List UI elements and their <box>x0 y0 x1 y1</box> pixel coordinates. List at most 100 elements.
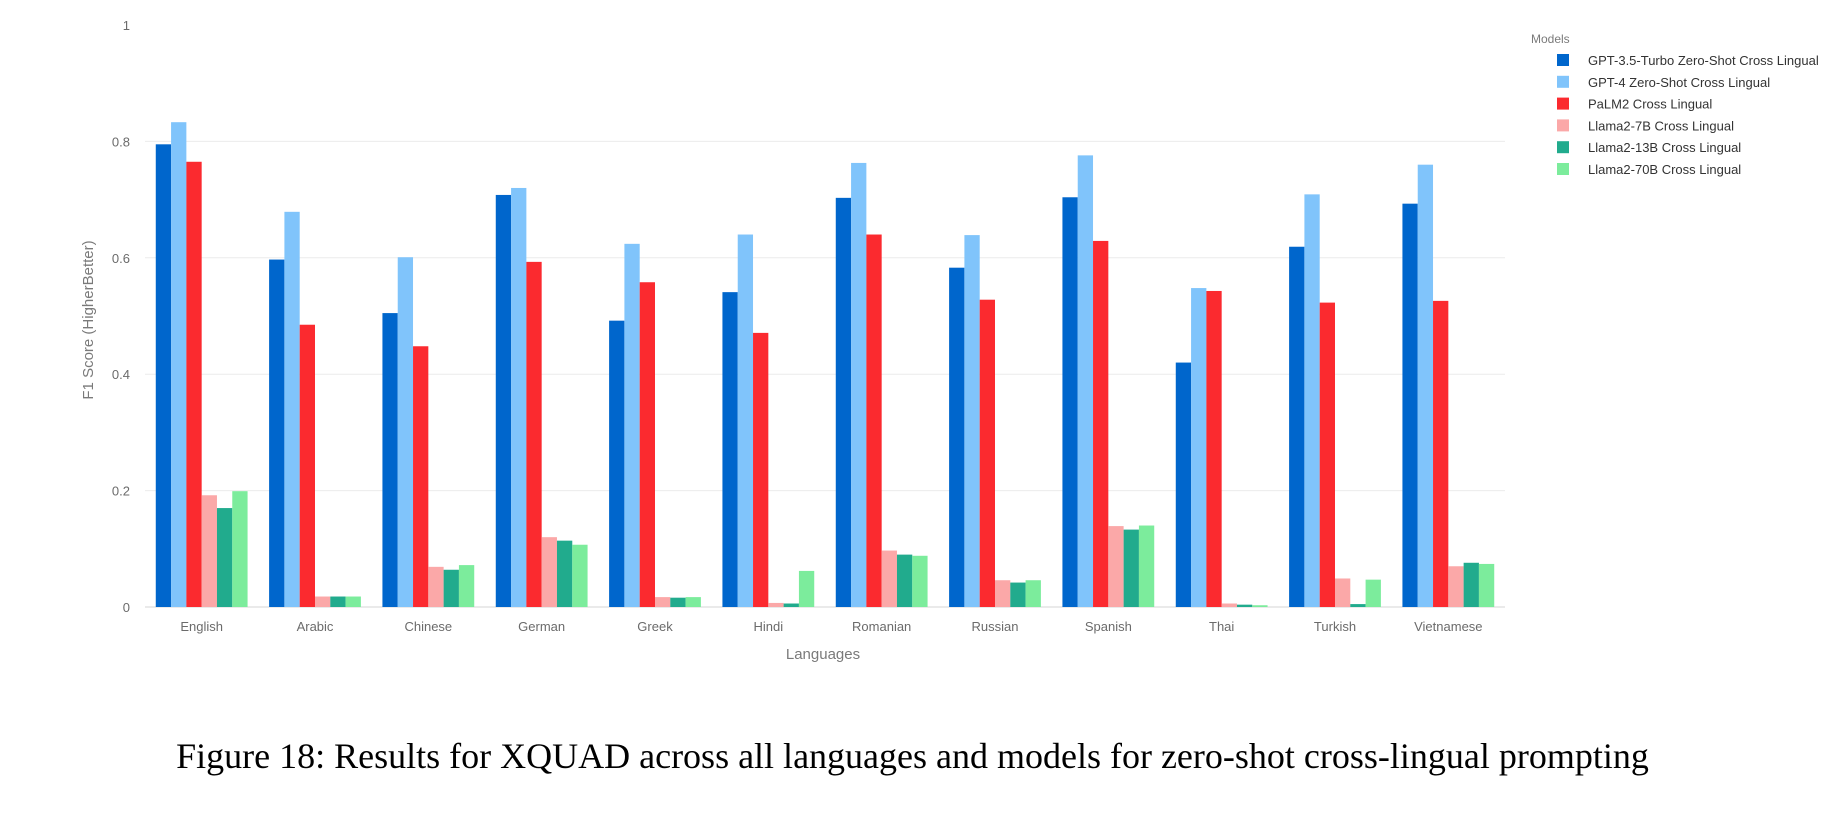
y-axis-ticks: 0 0.2 0.4 0.6 0.8 1 <box>112 18 130 615</box>
bar <box>835 197 852 607</box>
bar <box>609 320 625 607</box>
bar <box>541 537 557 607</box>
bar <box>315 596 331 607</box>
bar <box>382 313 398 607</box>
bar <box>881 550 897 607</box>
bar <box>1010 582 1026 607</box>
bar <box>753 332 769 607</box>
bar <box>979 299 995 607</box>
x-axis-ticks: English Arabic Chinese German Greek Hindi Roma… <box>180 619 1482 634</box>
legend-label: Llama2-13B Cross Lingual <box>1588 140 1741 155</box>
bar <box>155 144 172 607</box>
bar <box>556 540 573 607</box>
x-tick-label: Romanian <box>852 619 911 634</box>
y-tick-label: 0.4 <box>112 367 130 382</box>
y-tick-label: 1 <box>123 18 130 33</box>
bar <box>526 261 542 607</box>
bar <box>1289 246 1305 608</box>
bar <box>511 187 527 607</box>
bar <box>1236 604 1253 607</box>
legend-swatch <box>1557 54 1569 66</box>
figure-caption: Figure 18: Results for XQUAD across all … <box>176 736 1649 776</box>
bar <box>216 508 233 607</box>
legend-label: GPT-3.5-Turbo Zero-Shot Cross Lingual <box>1588 53 1819 68</box>
legend-swatch <box>1557 119 1569 132</box>
bar <box>1175 362 1192 607</box>
bar <box>1402 203 1418 608</box>
legend-label: Llama2-7B Cross Lingual <box>1588 118 1734 133</box>
bar <box>1108 526 1124 607</box>
bar <box>1062 197 1078 607</box>
bar <box>299 324 315 607</box>
x-tick-label: Vietnamese <box>1414 619 1482 634</box>
bar <box>722 292 738 607</box>
bar <box>201 495 217 607</box>
bar <box>995 580 1011 607</box>
bar <box>912 555 928 607</box>
bar <box>232 491 248 607</box>
bar <box>330 596 346 607</box>
bar <box>1191 288 1207 607</box>
bar <box>1123 529 1139 607</box>
legend: Models GPT-3.5-Turbo Zero-Shot Cross Lin… <box>1531 32 1819 177</box>
legend-swatch <box>1557 75 1569 88</box>
bar <box>1365 579 1381 607</box>
bar <box>624 243 640 607</box>
x-tick-label: Greek <box>637 619 673 634</box>
x-tick-label: Thai <box>1209 619 1234 634</box>
bar <box>1478 563 1495 607</box>
bar <box>1433 300 1449 607</box>
bar <box>1138 525 1155 607</box>
bar <box>639 282 655 607</box>
bar <box>1304 194 1320 608</box>
x-axis-title: Languages <box>786 646 860 663</box>
bar <box>413 346 429 607</box>
bars <box>155 122 1495 608</box>
bar <box>949 267 965 607</box>
bar <box>1448 566 1464 607</box>
legend-title: Models <box>1531 32 1570 46</box>
y-tick-label: 0.8 <box>112 134 130 149</box>
x-tick-label: English <box>180 619 223 634</box>
bar <box>798 570 815 607</box>
bar <box>685 597 701 607</box>
gridlines <box>145 140 1505 608</box>
bar <box>284 211 300 607</box>
bar <box>1093 240 1109 608</box>
bar <box>1463 562 1479 607</box>
bar <box>866 234 882 607</box>
legend-label: Llama2-70B Cross Lingual <box>1588 162 1741 177</box>
y-tick-label: 0.6 <box>112 251 130 266</box>
x-tick-label: Hindi <box>754 619 784 634</box>
bar <box>345 596 361 607</box>
y-tick-label: 0.2 <box>112 484 130 499</box>
bar <box>1417 164 1434 607</box>
bar <box>737 234 754 607</box>
x-tick-label: Spanish <box>1085 619 1132 634</box>
bar <box>1077 155 1094 607</box>
bar <box>458 565 475 607</box>
legend-swatch <box>1557 141 1569 154</box>
legend-swatch <box>1557 97 1569 110</box>
bar <box>964 235 980 607</box>
bar <box>171 122 187 607</box>
bar <box>495 194 512 607</box>
bar <box>1025 580 1041 607</box>
bar <box>768 602 784 607</box>
x-tick-label: Arabic <box>297 619 334 634</box>
legend-label: GPT-4 Zero-Shot Cross Lingual <box>1588 75 1770 90</box>
x-tick-label: Turkish <box>1314 619 1356 634</box>
bar <box>1319 302 1335 607</box>
bar <box>1350 604 1366 607</box>
y-tick-label: 0 <box>123 600 130 615</box>
y-axis-title: F1 Score (HigherBetter) <box>80 240 97 399</box>
bar <box>1206 290 1222 607</box>
x-tick-label: Russian <box>972 619 1019 634</box>
legend-swatch <box>1557 163 1569 175</box>
bar <box>1252 605 1268 607</box>
bar <box>397 257 414 607</box>
x-tick-label: German <box>518 619 565 634</box>
bar <box>186 161 202 607</box>
bar <box>896 554 913 607</box>
bar <box>269 259 285 607</box>
